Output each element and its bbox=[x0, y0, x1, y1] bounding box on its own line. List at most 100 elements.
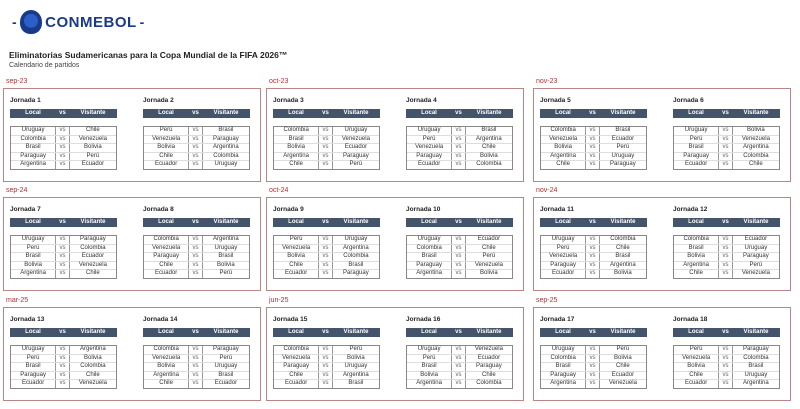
vs-label: vs bbox=[55, 152, 70, 161]
home-team: Bolivia bbox=[687, 363, 705, 370]
table-row: Venezuela vs Perú bbox=[144, 354, 249, 364]
away-team: Chile bbox=[86, 270, 100, 277]
away-team: Venezuela bbox=[741, 270, 770, 277]
vs-label: vs bbox=[55, 270, 70, 278]
home-team: Colombia bbox=[416, 244, 442, 251]
vs-label: vs bbox=[585, 363, 600, 371]
table-row: Bolivia vs Venezuela bbox=[11, 261, 116, 271]
home-team: Venezuela bbox=[282, 244, 311, 251]
vs-label: vs bbox=[55, 144, 70, 152]
jornada-block: Jornada 1 Local vs Visitante Uruguay vs … bbox=[10, 97, 117, 170]
vs-label: vs bbox=[55, 127, 70, 135]
header-vs: vs bbox=[192, 219, 199, 225]
table-row: Bolivia vs Chile bbox=[407, 371, 512, 381]
away-team: Venezuela bbox=[608, 380, 637, 387]
vs-label: vs bbox=[585, 127, 600, 135]
home-team: Ecuador bbox=[684, 380, 708, 387]
vs-label: vs bbox=[318, 152, 333, 161]
home-team: Uruguay bbox=[684, 127, 708, 133]
header-visitante: Visitante bbox=[213, 329, 239, 335]
home-team: Paraguay bbox=[550, 371, 576, 378]
vs-label: vs bbox=[451, 135, 466, 144]
header-vs: vs bbox=[589, 329, 596, 335]
home-team: Chile bbox=[556, 161, 570, 168]
vs-label: vs bbox=[318, 354, 333, 363]
home-team: Paraguay bbox=[20, 152, 46, 159]
table-row: Argentina vs Uruguay bbox=[541, 152, 646, 162]
away-team: Bolivia bbox=[217, 261, 235, 268]
conmebol-emblem-icon bbox=[20, 10, 43, 34]
table-row: Perú vs Colombia bbox=[11, 244, 116, 254]
vs-label: vs bbox=[318, 236, 333, 244]
away-team: Perú bbox=[616, 144, 630, 151]
home-team: Ecuador bbox=[284, 380, 308, 387]
away-team: Colombia bbox=[610, 236, 636, 242]
home-team: Paraguay bbox=[20, 371, 46, 378]
away-team: Chile bbox=[482, 144, 496, 151]
header-visitante: Visitante bbox=[80, 110, 106, 116]
header-local: Local bbox=[158, 110, 174, 116]
matches-table: Uruguay vs Colombia Perú vs Chile Venezu… bbox=[540, 235, 647, 279]
jornada-block: Jornada 15 Local vs Visitante Colombia v… bbox=[273, 316, 380, 389]
jornada-title: Jornada 12 bbox=[673, 206, 708, 213]
home-team: Brasil bbox=[25, 144, 41, 151]
period-label: sep-24 bbox=[6, 187, 28, 194]
table-row: Uruguay vs Colombia bbox=[541, 236, 646, 245]
away-team: Ecuador bbox=[81, 253, 105, 260]
home-team: Ecuador bbox=[684, 161, 708, 168]
header-local: Local bbox=[288, 110, 304, 116]
header-visitante: Visitante bbox=[743, 219, 769, 225]
away-team: Ecuador bbox=[744, 236, 768, 242]
away-team: Uruguay bbox=[611, 152, 635, 159]
table-row: Venezuela vs Ecuador bbox=[541, 135, 646, 145]
header-local: Local bbox=[555, 219, 571, 225]
table-header: Local vs Visitante bbox=[540, 109, 647, 118]
vs-label: vs bbox=[318, 161, 333, 169]
vs-label: vs bbox=[55, 354, 70, 363]
home-team: Argentina bbox=[550, 380, 576, 387]
table-row: Paraguay vs Chile bbox=[11, 371, 116, 381]
home-team: Chile bbox=[159, 261, 173, 268]
jornada-block: Jornada 16 Local vs Visitante Uruguay vs… bbox=[406, 316, 513, 389]
table-row: Uruguay vs Chile bbox=[11, 127, 116, 136]
home-team: Brasil bbox=[25, 253, 41, 260]
away-team: Colombia bbox=[743, 152, 769, 159]
matches-table: Colombia vs Ecuador Brasil vs Uruguay Bo… bbox=[673, 235, 780, 279]
home-team: Bolivia bbox=[157, 363, 175, 370]
home-team: Paraguay bbox=[550, 261, 576, 268]
home-team: Bolivia bbox=[554, 144, 572, 151]
vs-label: vs bbox=[55, 253, 70, 261]
header-visitante: Visitante bbox=[213, 219, 239, 225]
table-row: Chile vs Perú bbox=[274, 161, 379, 169]
table-row: Perú vs Argentina bbox=[407, 135, 512, 145]
vs-label: vs bbox=[55, 244, 70, 253]
header-vs: vs bbox=[322, 219, 329, 225]
table-row: Perú vs Chile bbox=[541, 244, 646, 254]
header-vs: vs bbox=[59, 219, 66, 225]
vs-label: vs bbox=[718, 135, 733, 144]
table-row: Venezuela vs Uruguay bbox=[144, 244, 249, 254]
vs-label: vs bbox=[318, 127, 333, 135]
jornada-block: Jornada 4 Local vs Visitante Uruguay vs … bbox=[406, 97, 513, 170]
table-row: Brasil vs Colombia bbox=[11, 363, 116, 372]
vs-label: vs bbox=[188, 135, 203, 144]
jornada-block: Jornada 13 Local vs Visitante Uruguay vs… bbox=[10, 316, 117, 389]
home-team: Colombia bbox=[283, 346, 309, 352]
jornada-block: Jornada 9 Local vs Visitante Perú vs Uru… bbox=[273, 206, 380, 279]
table-row: Brasil vs Paraguay bbox=[407, 363, 512, 372]
table-row: Chile vs Bolivia bbox=[144, 261, 249, 271]
away-team: Venezuela bbox=[741, 135, 770, 142]
vs-label: vs bbox=[718, 346, 733, 354]
vs-label: vs bbox=[451, 354, 466, 363]
table-row: Ecuador vs Venezuela bbox=[11, 380, 116, 388]
table-row: Paraguay vs Brasil bbox=[144, 253, 249, 262]
table-row: Ecuador vs Bolivia bbox=[541, 270, 646, 278]
away-team: Brasil bbox=[218, 371, 234, 378]
home-team: Venezuela bbox=[282, 354, 311, 361]
jornada-title: Jornada 16 bbox=[406, 316, 441, 323]
home-team: Ecuador bbox=[551, 270, 575, 277]
vs-label: vs bbox=[318, 135, 333, 144]
vs-label: vs bbox=[188, 236, 203, 244]
jornada-title: Jornada 17 bbox=[540, 316, 575, 323]
vs-label: vs bbox=[318, 244, 333, 253]
